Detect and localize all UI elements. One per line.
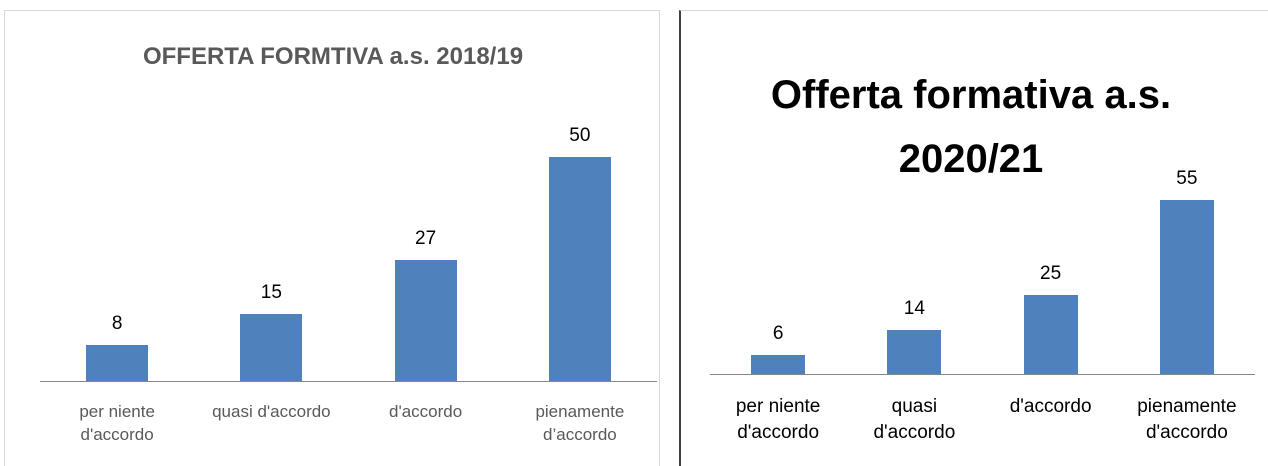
bar [751,355,806,374]
bar [394,260,457,381]
bar [548,157,611,381]
chart-right: Offerta formativa a.s. 2020/21 6 per nien… [679,10,1268,466]
bar [1159,200,1214,374]
bar [887,329,942,374]
data-label: 25 [1040,262,1062,284]
bar [1023,294,1078,374]
x-tick-label: quasi d'accordo [212,402,331,421]
x-tick-label: quasi d'accordo [873,396,956,443]
data-label: 50 [569,125,591,146]
bar [240,313,303,381]
x-tick-label: per niente d'accordo [735,396,821,443]
x-tick-label: d'accordo [1009,396,1092,417]
x-tick-label: per niente d'accordo [79,402,155,444]
bar [86,345,149,381]
x-tick-label: pienamente d’accordo [535,402,625,444]
chart-title: Offerta formativa a.s. 2020/21 [770,73,1172,181]
data-label: 15 [260,281,282,303]
x-tick-label: pienamente d'accordo [1137,396,1237,443]
axis-line [40,381,657,382]
data-label: 55 [1176,168,1198,189]
data-label: 8 [111,313,123,335]
x-tick-label: d'accordo [389,402,463,421]
data-label: 27 [415,228,437,250]
data-label: 6 [772,323,784,345]
data-label: 14 [903,297,925,319]
chart-left: OFFERTA FORMTIVA a.s. 2018/19 8 per nient… [4,10,660,466]
axis-line [710,374,1255,375]
chart-title: OFFERTA FORMTIVA a.s. 2018/19 [142,43,524,70]
